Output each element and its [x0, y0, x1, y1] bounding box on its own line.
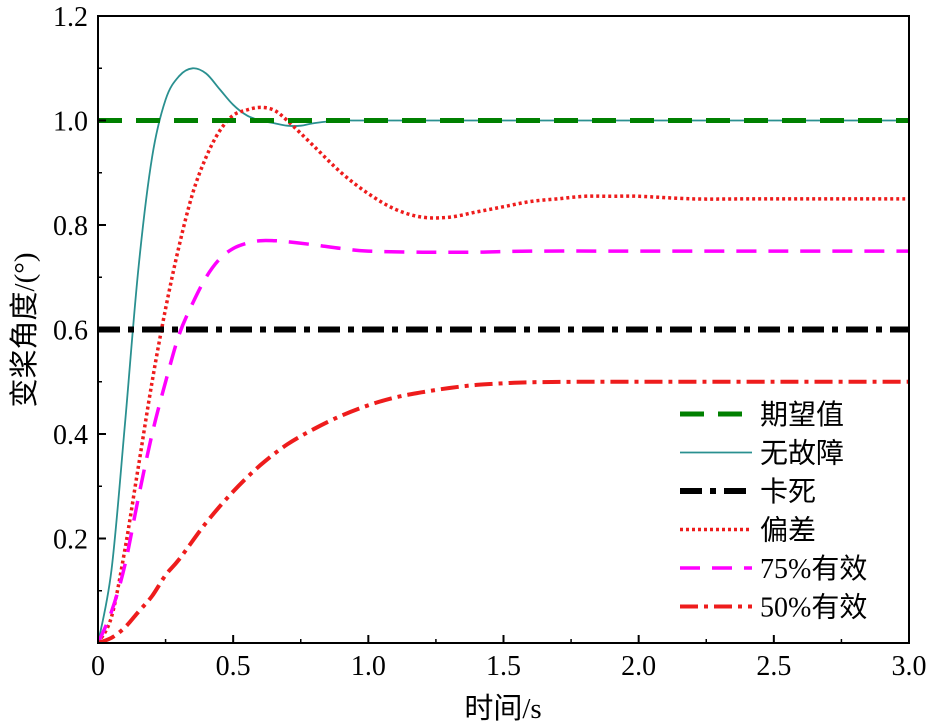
legend-label-无故障: 无故障 [760, 438, 844, 470]
legend-label-50pct有效: 50%有效 [760, 592, 867, 624]
y-tick-label: 0.6 [53, 316, 88, 347]
y-axis: 0.2 0.4 0.6 0.8 1.0 1.2 [53, 2, 106, 592]
y-axis-label: 变桨角度/(°) [8, 253, 41, 408]
y-tick-label: 1.2 [53, 2, 88, 33]
x-tick-label: 0 [91, 651, 105, 682]
y-tick-label: 0.4 [53, 420, 88, 451]
x-tick-label: 1.5 [486, 651, 521, 682]
legend-label-偏差: 偏差 [760, 515, 816, 547]
y-tick-label: 0.8 [53, 211, 88, 242]
x-tick-label: 2.5 [756, 651, 791, 682]
legend-label-期望值: 期望值 [760, 399, 844, 431]
x-tick-label: 1.0 [351, 651, 386, 682]
legend-label-75pct有效: 75%有效 [760, 553, 867, 585]
series-line-75pct有效 [98, 238, 909, 643]
y-tick-label: 0.2 [53, 525, 88, 556]
series-line-偏差 [98, 105, 909, 643]
x-tick-label: 3.0 [892, 651, 927, 682]
y-tick-label: 1.0 [53, 107, 88, 138]
series-line-50pct有效 [98, 379, 909, 643]
legend-label-卡死: 卡死 [760, 476, 816, 508]
x-tick-label: 2.0 [621, 651, 656, 682]
x-axis-label: 时间/s [464, 692, 541, 724]
x-axis: 0 0.5 1.0 1.5 2.0 2.5 3.0 [91, 635, 927, 682]
series-line-无故障 [98, 67, 909, 643]
x-tick-label: 0.5 [216, 651, 251, 682]
series-layer [98, 67, 909, 643]
